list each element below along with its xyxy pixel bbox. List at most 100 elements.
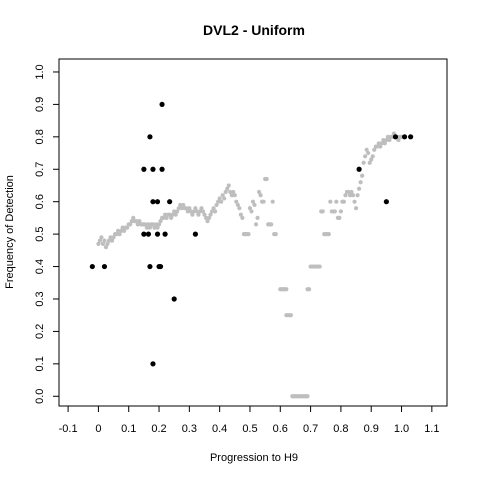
grey-data-point: [109, 238, 115, 243]
grey-data-point: [143, 222, 148, 227]
black-series: [89, 101, 414, 367]
y-tick-label: 0.3: [34, 291, 46, 306]
grey-data-point: [317, 264, 322, 269]
grey-data-point: [209, 209, 215, 214]
grey-data-point: [120, 225, 125, 230]
black-data-point: [356, 166, 362, 172]
black-data-point: [154, 199, 161, 205]
grey-data-point: [146, 222, 151, 227]
grey-data-point: [208, 212, 213, 217]
grey-data-point: [376, 141, 381, 146]
y-tick-label: 0.8: [34, 129, 46, 144]
y-tick-label: 0.0: [34, 389, 46, 404]
grey-data-point: [161, 215, 166, 221]
grey-data-point: [220, 193, 225, 198]
grey-data-point: [238, 212, 243, 217]
grey-data-point: [203, 215, 209, 221]
grey-data-point: [234, 199, 239, 204]
grey-data-point: [129, 219, 134, 224]
grey-data-point: [164, 215, 169, 221]
grey-data-point: [332, 209, 337, 214]
black-data-point: [150, 361, 156, 367]
grey-data-point: [187, 206, 192, 211]
grey-data-point: [370, 154, 375, 159]
grey-data-point: [375, 144, 380, 149]
grey-series: [96, 131, 404, 399]
y-tick-label: 0.4: [34, 259, 46, 274]
y-axis-label: Frequency of Detection: [4, 175, 16, 289]
grey-data-point: [338, 209, 344, 214]
grey-data-point: [353, 206, 359, 211]
grey-data-point: [222, 196, 227, 201]
grey-data-point: [150, 222, 156, 227]
grey-data-point: [185, 209, 190, 214]
grey-data-point: [247, 206, 253, 211]
black-data-point: [141, 166, 147, 172]
grey-data-point: [349, 189, 354, 195]
grey-data-point: [219, 199, 224, 204]
black-data-point: [154, 231, 161, 237]
x-tick-label: 0.8: [333, 423, 348, 435]
grey-data-point: [228, 189, 233, 195]
grey-data-point: [152, 225, 157, 230]
x-tick-label: 0.9: [364, 423, 379, 435]
grey-data-point: [135, 222, 140, 227]
grey-data-point: [114, 232, 119, 237]
grey-data-point: [232, 193, 237, 198]
grey-data-point: [369, 157, 374, 162]
grey-data-point: [196, 212, 201, 217]
grey-data-point: [99, 235, 104, 240]
grey-data-point: [181, 202, 186, 208]
black-data-point: [162, 231, 168, 237]
grey-data-point: [169, 215, 174, 221]
black-data-point: [383, 199, 389, 205]
grey-data-point: [194, 209, 200, 214]
grey-data-point: [97, 238, 103, 243]
grey-data-point: [306, 287, 312, 292]
black-data-point: [157, 263, 164, 270]
black-data-point: [159, 166, 165, 172]
grey-data-point: [381, 137, 386, 143]
x-tick-label: 1.1: [424, 423, 439, 435]
grey-data-point: [237, 206, 242, 211]
grey-data-point: [384, 137, 389, 143]
grey-data-point: [358, 180, 363, 185]
grey-data-point: [213, 209, 218, 214]
grey-data-point: [193, 206, 198, 211]
black-data-point: [159, 101, 165, 108]
grey-data-point: [356, 186, 362, 191]
grey-data-point: [103, 244, 109, 250]
grey-data-point: [96, 241, 101, 246]
grey-data-point: [111, 235, 116, 240]
grey-data-point: [343, 193, 348, 198]
grey-data-point: [176, 206, 181, 211]
grey-data-point: [117, 232, 122, 237]
grey-data-point: [382, 141, 387, 146]
grey-data-point: [116, 228, 121, 233]
grey-data-point: [179, 206, 184, 211]
grey-data-point: [147, 225, 153, 230]
grey-data-point: [199, 206, 204, 211]
x-tick-label: 1.0: [394, 423, 409, 435]
grey-data-point: [125, 225, 130, 230]
black-data-point: [171, 296, 177, 302]
grey-data-point: [122, 228, 127, 233]
plot-frame: [58, 58, 448, 407]
x-tick-label: 0.1: [121, 423, 136, 435]
grey-data-point: [206, 215, 212, 221]
x-tick-label: 0: [95, 423, 101, 435]
grey-data-point: [258, 193, 263, 198]
grey-data-point: [119, 228, 124, 233]
grey-data-point: [346, 189, 351, 195]
grey-data-point: [360, 173, 365, 178]
x-tick-label: 0.4: [212, 423, 227, 435]
grey-data-point: [155, 225, 160, 230]
x-tick-label: 0.7: [303, 423, 318, 435]
grey-data-point: [170, 212, 175, 217]
grey-data-point: [190, 212, 195, 217]
grey-data-point: [385, 134, 390, 139]
grey-data-point: [256, 189, 262, 195]
grey-data-point: [137, 219, 142, 224]
grey-data-point: [255, 215, 260, 221]
